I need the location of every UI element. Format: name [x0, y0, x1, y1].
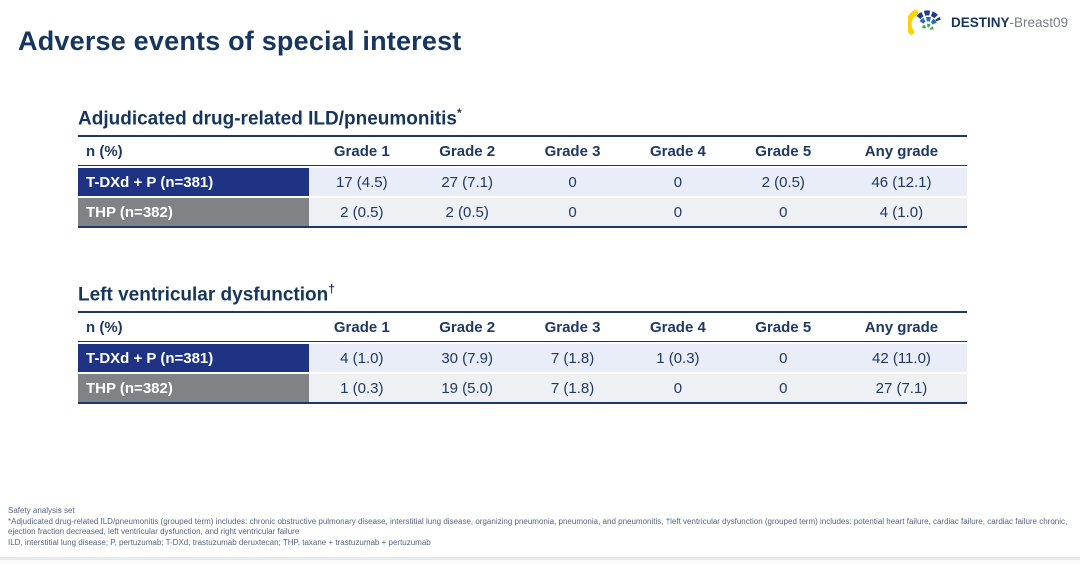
lv-dysfunction-table: n (%) Grade 1 Grade 2 Grade 3 Grade 4 Grade 5…	[78, 311, 967, 405]
col-header: Grade 5	[730, 137, 836, 167]
section-heading-lvd: Left ventricular dysfunction†	[78, 282, 967, 306]
table-header-row: n (%) Grade 1 Grade 2 Grade 3 Grade 4 Grade 5…	[78, 137, 967, 167]
cell-value: 2 (0.5)	[414, 196, 520, 227]
col-header: Any grade	[835, 313, 967, 343]
cell-value: 0	[625, 166, 731, 197]
destiny-fan-icon	[907, 8, 946, 36]
cell-value: 17 (4.5)	[309, 166, 415, 197]
logo-text-destiny: DESTINY	[950, 14, 1010, 30]
col-header: Grade 3	[519, 137, 626, 167]
footnote-grouped-terms: *Adjudicated drug-related ILD/pneumoniti…	[8, 516, 1068, 537]
cell-value: 0	[730, 372, 836, 403]
logo-wordmark: DESTINY-Breast09	[951, 15, 1068, 30]
cell-value: 27 (7.1)	[835, 372, 967, 403]
section-heading-ild: Adjudicated drug-related ILD/pneumonitis…	[78, 106, 967, 130]
row-label: THP (n=382)	[78, 372, 310, 403]
footnote-safety-set: Safety analysis set	[8, 505, 75, 515]
col-header-n-pct: n (%)	[78, 313, 310, 343]
row-label: T-DXd + P (n=381)	[78, 166, 310, 197]
table-row: T-DXd + P (n=381) 17 (4.5) 27 (7.1) 0 0 2 (0.…	[78, 166, 967, 197]
cell-value: 0	[625, 372, 731, 403]
table-header-row: n (%) Grade 1 Grade 2 Grade 3 Grade 4 Grade 5…	[78, 313, 967, 343]
lv-dysfunction-section: Left ventricular dysfunction† n (%) Grade…	[78, 282, 967, 405]
cell-value: 46 (12.1)	[835, 166, 967, 197]
col-header: Grade 4	[625, 137, 731, 167]
cell-value: 7 (1.8)	[519, 342, 626, 373]
cell-value: 19 (5.0)	[414, 372, 520, 403]
cell-value: 7 (1.8)	[519, 372, 626, 403]
cell-value: 2 (0.5)	[309, 196, 415, 227]
cell-value: 1 (0.3)	[309, 372, 415, 403]
col-header: Grade 1	[309, 313, 415, 343]
col-header: Grade 3	[519, 313, 626, 343]
ild-pneumonitis-section: Adjudicated drug-related ILD/pneumonitis…	[78, 106, 967, 229]
cell-value: 42 (11.0)	[835, 342, 967, 373]
logo-text-breast09: -Breast09	[1009, 14, 1068, 30]
cell-value: 0	[625, 196, 731, 227]
cell-value: 0	[730, 196, 836, 227]
col-header: Grade 1	[309, 137, 415, 167]
section-heading-footnote-mark: *	[456, 106, 462, 120]
col-header: Grade 2	[414, 137, 520, 167]
col-header: Grade 5	[730, 313, 836, 343]
destiny-breast09-logo: DESTINY-Breast09	[907, 8, 1068, 36]
section-heading-text: Adjudicated drug-related ILD/pneumonitis	[78, 108, 457, 130]
cell-value: 0	[519, 196, 626, 227]
section-heading-text: Left ventricular dysfunction	[78, 284, 329, 306]
col-header: Grade 2	[414, 313, 520, 343]
col-header-n-pct: n (%)	[78, 137, 310, 167]
cell-value: 0	[519, 166, 626, 197]
cell-value: 1 (0.3)	[625, 342, 731, 373]
row-label: THP (n=382)	[78, 196, 310, 227]
cell-value: 30 (7.9)	[414, 342, 520, 373]
cell-value: 27 (7.1)	[414, 166, 520, 197]
footnotes: Safety analysis set *Adjudicated drug-re…	[8, 506, 1072, 549]
row-label: T-DXd + P (n=381)	[78, 342, 310, 373]
col-header: Any grade	[835, 137, 967, 167]
cell-value: 4 (1.0)	[309, 342, 415, 373]
page-title: Adverse events of special interest	[18, 26, 462, 56]
table-row: THP (n=382) 1 (0.3) 19 (5.0) 7 (1.8) 0 0 27 (7…	[78, 372, 967, 403]
table-row: THP (n=382) 2 (0.5) 2 (0.5) 0 0 0 4 (1.0)	[78, 196, 967, 227]
cell-value: 0	[730, 342, 836, 373]
col-header: Grade 4	[625, 313, 731, 343]
table-row: T-DXd + P (n=381) 4 (1.0) 30 (7.9) 7 (1.8) 1…	[78, 342, 967, 373]
section-heading-footnote-mark: †	[328, 282, 335, 296]
cell-value: 2 (0.5)	[730, 166, 836, 197]
footnote-abbreviations: ILD, interstitial lung disease; P, pertu…	[8, 538, 431, 548]
ild-pneumonitis-table: n (%) Grade 1 Grade 2 Grade 3 Grade 4 Grade 5…	[78, 135, 967, 229]
cell-value: 4 (1.0)	[835, 196, 967, 227]
